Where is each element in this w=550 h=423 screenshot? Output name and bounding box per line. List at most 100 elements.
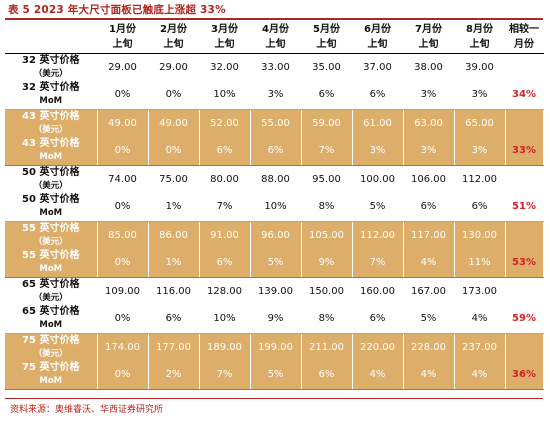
mom-row: 50 英寸价格 MoM 0% 1% 7% 10% 8% 5% 6% 6% 51% [5,193,544,222]
month-header: 4月份 上旬 [250,21,302,54]
mom-cell: 1% [148,193,200,222]
row-label-line2: MoM [39,152,63,163]
compare-cell: 51% [505,193,544,222]
mom-cell: 5% [250,361,302,390]
price-cell: 174.00 [97,333,149,361]
mom-cell: 3% [403,81,455,110]
price-cell: 49.00 [97,109,149,137]
row-label-line1: 65 英寸价格 [22,306,80,318]
price-cell: 117.00 [403,221,455,249]
row-label: 32 英寸价格 （美元） [5,53,98,81]
top-rule [5,18,543,20]
compare-cell: 34% [505,81,544,110]
mom-cell: 7% [352,249,404,278]
price-cell: 74.00 [97,165,149,193]
price-cell: 105.00 [301,221,353,249]
mom-cell: 3% [250,81,302,110]
mom-cell: 8% [301,305,353,334]
row-label: 65 英寸价格 （美元） [5,277,98,305]
mom-row: 32 英寸价格 MoM 0% 0% 10% 3% 6% 6% 3% 3% 34% [5,81,544,110]
mom-cell: 10% [199,81,251,110]
price-cell: 49.00 [148,109,200,137]
price-cell: 29.00 [148,53,200,81]
mom-row: 75 英寸价格 MoM 0% 2% 7% 5% 6% 4% 4% 4% 36% [5,361,544,390]
price-cell: 116.00 [148,277,200,305]
mom-cell: 9% [301,249,353,278]
price-cell: 228.00 [403,333,455,361]
row-label: 43 英寸价格 MoM [5,137,98,166]
row-label-line2: （美元） [33,348,68,359]
price-cell: 37.00 [352,53,404,81]
row-label-line1: 75 英寸价格 [22,362,80,374]
row-label: 50 英寸价格 MoM [5,193,98,222]
row-label: 55 英寸价格 MoM [5,249,98,278]
mom-cell: 6% [352,305,404,334]
price-cell: 39.00 [454,53,506,81]
compare-header: 相较一 月份 [505,21,544,54]
mom-cell: 6% [250,137,302,166]
price-cell: 61.00 [352,109,404,137]
price-cell: 65.00 [454,109,506,137]
mom-row: 65 英寸价格 MoM 0% 6% 10% 9% 8% 6% 5% 4% 59% [5,305,544,334]
mom-cell: 4% [454,305,506,334]
compare-cell [505,53,544,81]
price-cell: 80.00 [199,165,251,193]
price-cell: 109.00 [97,277,149,305]
month-header: 8月份 上旬 [454,21,506,54]
mom-cell: 6% [199,249,251,278]
month-header: 1月份 上旬 [97,21,149,54]
price-cell: 100.00 [352,165,404,193]
mom-cell: 6% [454,193,506,222]
compare-cell: 59% [505,305,544,334]
mom-cell: 4% [403,361,455,390]
price-table: 1月份 上旬 2月份 上旬 3月份 上旬 4月份 上旬 5月份 上旬 6月份 上旬 7月份上… [5,21,544,390]
row-label-line1: 55 英寸价格 [22,222,80,234]
bottom-rule [5,398,543,399]
price-cell: 32.00 [199,53,251,81]
mom-cell: 3% [454,81,506,110]
mom-cell: 6% [352,81,404,110]
mom-cell: 6% [148,305,200,334]
price-cell: 96.00 [250,221,302,249]
mom-cell: 6% [403,193,455,222]
mom-cell: 10% [199,305,251,334]
row-label-line1: 43 英寸价格 [22,138,80,150]
row-label-line1: 50 英寸价格 [22,194,80,206]
row-label-line2: （美元） [33,292,68,303]
mom-row: 55 英寸价格 MoM 0% 1% 6% 5% 9% 7% 4% 11% 53% [5,249,544,278]
row-label-line1: 50 英寸价格 [22,166,80,178]
mom-cell: 3% [352,137,404,166]
compare-cell: 53% [505,249,544,278]
price-cell: 106.00 [403,165,455,193]
mom-cell: 5% [403,305,455,334]
price-cell: 88.00 [250,165,302,193]
price-row: 55 英寸价格 （美元） 85.00 86.00 91.00 96.00 105.00 112… [5,221,544,249]
price-cell: 75.00 [148,165,200,193]
row-label-line2: MoM [39,264,63,275]
price-cell: 38.00 [403,53,455,81]
mom-cell: 0% [97,305,149,334]
month-header: 2月份 上旬 [148,21,200,54]
mom-cell: 1% [148,249,200,278]
price-cell: 220.00 [352,333,404,361]
row-label: 55 英寸价格 （美元） [5,221,98,249]
mom-cell: 4% [403,249,455,278]
price-cell: 139.00 [250,277,302,305]
row-label-line2: （美元） [33,236,68,247]
table-title: 表 5 2023 年大尺寸面板已触底上涨超 33% [8,4,226,16]
price-cell: 160.00 [352,277,404,305]
row-label-line1: 55 英寸价格 [22,250,80,262]
month-header: 5月份 上旬 [301,21,353,54]
month-header: 7月份 上旬 [403,21,455,54]
mom-cell: 9% [250,305,302,334]
mom-cell: 7% [301,137,353,166]
price-row: 43 英寸价格 （美元） 49.00 49.00 52.00 55.00 59.00 61.0… [5,109,544,137]
row-label-line2: MoM [39,208,63,219]
price-row: 75 英寸价格 （美元） 174.00 177.00 189.00 199.00 211.0… [5,333,544,361]
mom-cell: 4% [352,361,404,390]
row-label-line1: 75 英寸价格 [22,334,80,346]
price-cell: 130.00 [454,221,506,249]
mom-cell: 3% [454,137,506,166]
mom-row: 43 英寸价格 MoM 0% 0% 6% 6% 7% 3% 3% 3% 33% [5,137,544,166]
price-cell: 91.00 [199,221,251,249]
